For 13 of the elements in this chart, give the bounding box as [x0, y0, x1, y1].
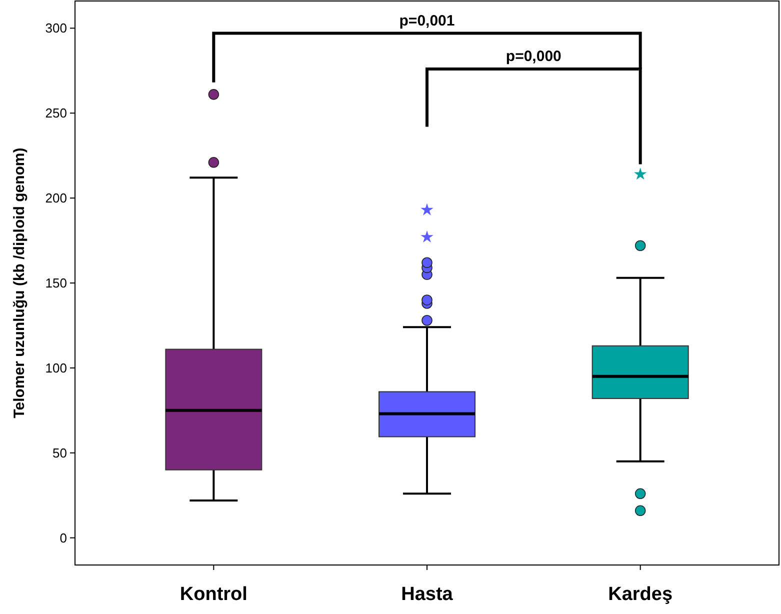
y-axis-title: Telomer uzunluğu (kb /diploid genom)	[11, 148, 28, 418]
x-tick-label: Kardeş	[608, 584, 673, 605]
y-tick-label: 200	[45, 190, 67, 206]
x-tick-label: Kontrol	[180, 584, 248, 605]
annotation: p=0,000	[506, 48, 562, 65]
y-tick-label: 100	[45, 360, 67, 376]
y-tick-label: 0	[60, 530, 67, 546]
y-tick-label: 150	[45, 276, 67, 291]
x-tick-label: Hasta	[401, 584, 454, 605]
y-tick-label: 300	[45, 20, 67, 36]
y-tick-label: 250	[45, 106, 67, 121]
y-tick-label: 50	[52, 445, 67, 460]
annotation: p=0,001	[399, 12, 455, 30]
